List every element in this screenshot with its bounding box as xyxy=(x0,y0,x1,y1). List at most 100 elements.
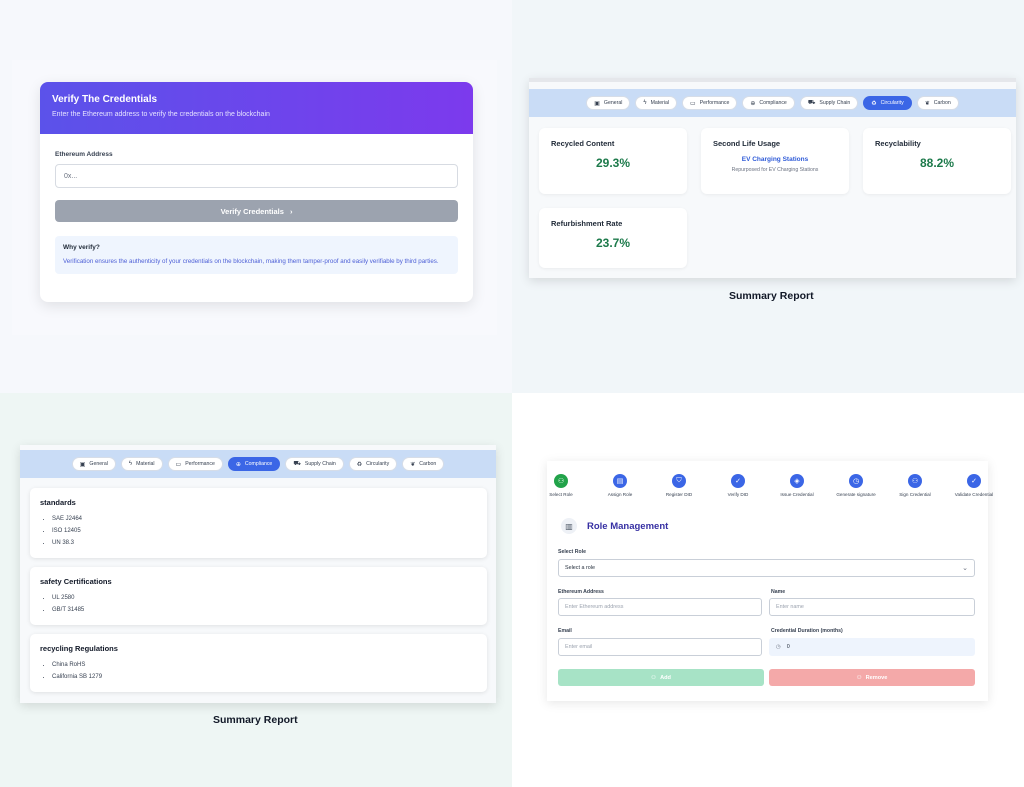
step-label: Generate signature xyxy=(836,492,876,497)
duration-label: Credential Duration (months) xyxy=(771,628,843,634)
compliance-panel: ▣ General ϟ Material ▭ Performance ⊕ Compliance… xyxy=(0,393,512,787)
add-button[interactable]: ⚇ Add xyxy=(558,669,764,686)
tab-circularity[interactable]: ♻ Circularity xyxy=(863,96,912,110)
list-item: China RoHS xyxy=(52,662,477,668)
recyclability-card: Recyclability 88.2% xyxy=(863,128,1011,194)
summary-report-caption: Summary Report xyxy=(729,290,814,302)
tab-bar: ▣ General ϟ Material ▭ Performance ⊕ Compliance… xyxy=(529,89,1016,117)
second-life-card: Second Life Usage EV Charging Stations R… xyxy=(701,128,849,194)
second-life-note: Repurposed for EV Charging Stations xyxy=(731,167,819,173)
clipboard-icon: ▣ xyxy=(79,461,86,468)
section-title: safety Certifications xyxy=(40,577,112,586)
verify-button-label: Verify Credentials xyxy=(220,206,284,216)
recyclability-value: 88.2% xyxy=(919,156,955,170)
shield-icon: ⛉ xyxy=(672,474,686,488)
recycle-icon: ♻ xyxy=(356,461,363,468)
user-plus-icon: ⚇ xyxy=(651,674,657,681)
eth-address-input[interactable]: Enter Ethereum address xyxy=(558,598,762,616)
step-label: Issue Credential xyxy=(780,492,814,497)
verify-title: Verify The Credentials xyxy=(52,94,158,105)
step-generate-signature[interactable]: ◷ Generate signature xyxy=(831,474,881,497)
step-issue-credential[interactable]: ◈ Issue Credential xyxy=(772,474,822,497)
duration-input[interactable]: ◷ 0 xyxy=(769,638,975,656)
chevron-down-icon: ⌄ xyxy=(962,565,968,572)
tab-material[interactable]: ϟ Material xyxy=(635,96,678,110)
tab-carbon[interactable]: ❦ Carbon xyxy=(916,96,959,110)
battery-icon: ▭ xyxy=(690,100,696,107)
tab-label: General xyxy=(89,461,108,467)
recycled-content-title: Recycled Content xyxy=(551,139,615,148)
step-label: Sign Credential xyxy=(899,492,931,497)
tab-supply-chain[interactable]: ⛟ Supply Chain xyxy=(285,457,344,471)
tab-performance[interactable]: ▭ Performance xyxy=(682,96,738,110)
building-icon: ▥ xyxy=(561,518,577,534)
globe-icon: ⊕ xyxy=(235,461,241,468)
tab-label: Material xyxy=(136,461,155,467)
eth-address-label: Ethereum Address xyxy=(55,151,113,158)
tab-label: Material xyxy=(650,100,670,106)
chevron-right-icon: › xyxy=(289,206,293,216)
step-verify-did[interactable]: ✓ Verify DID xyxy=(713,474,763,497)
tab-general[interactable]: ▣ General xyxy=(71,457,116,471)
step-label: Assign Role xyxy=(607,492,633,497)
tab-compliance[interactable]: ⊕ Compliance xyxy=(742,96,795,110)
tab-label: General xyxy=(603,100,623,106)
remove-button[interactable]: ⚇ Remove xyxy=(769,669,975,686)
tab-label: Compliance xyxy=(759,100,787,106)
tab-material[interactable]: ϟ Material xyxy=(120,457,163,471)
section-title: standards xyxy=(40,498,76,507)
truck-icon: ⛟ xyxy=(293,461,301,467)
tab-supply-chain[interactable]: ⛟ Supply Chain xyxy=(799,96,859,110)
tab-compliance[interactable]: ⊕ Compliance xyxy=(227,457,281,471)
step-assign-role[interactable]: ▤ Assign Role xyxy=(595,474,645,497)
role-card: ⚇ Select Role ▤ Assign Role ⛉ Register DID ✓ Ve… xyxy=(547,461,993,701)
check-icon: ✓ xyxy=(967,474,981,488)
step-label: Register DID xyxy=(665,492,693,497)
tab-general[interactable]: ▣ General xyxy=(586,96,631,110)
truck-icon: ⛟ xyxy=(807,100,816,106)
recycled-content-card: Recycled Content 29.3% xyxy=(539,128,687,194)
tab-label: Carbon xyxy=(419,461,437,467)
eth-address-input[interactable]: 0x... xyxy=(55,164,458,188)
select-role-value: Select a role xyxy=(565,565,595,571)
summary-report-caption: Summary Report xyxy=(213,714,298,726)
id-card-icon: ▤ xyxy=(613,474,627,488)
user-plus-icon: ⚇ xyxy=(908,474,922,488)
step-label: Select Role xyxy=(549,492,573,497)
recyclability-title: Recyclability xyxy=(875,139,921,148)
tab-label: Supply Chain xyxy=(304,461,336,467)
name-input[interactable]: Enter name xyxy=(769,598,975,616)
email-label: Email xyxy=(558,628,572,634)
tab-carbon[interactable]: ❦ Carbon xyxy=(402,457,445,471)
step-select-role[interactable]: ⚇ Select Role xyxy=(536,474,586,497)
step-register-did[interactable]: ⛉ Register DID xyxy=(654,474,704,497)
role-management-title: Role Management xyxy=(587,520,669,532)
why-verify-box: Why verify? Verification ensures the aut… xyxy=(55,236,458,275)
step-sign-credential[interactable]: ⚇ Sign Credential xyxy=(890,474,940,497)
eth-address-label: Ethereum Address xyxy=(558,589,604,595)
name-label: Name xyxy=(771,589,786,595)
step-validate-credential[interactable]: ✓ Validate Credential xyxy=(949,474,999,497)
verify-credentials-button[interactable]: Verify Credentials › xyxy=(55,200,458,222)
tab-circularity[interactable]: ♻ Circularity xyxy=(348,457,398,471)
battery-icon: ▭ xyxy=(175,461,182,468)
select-role-label: Select Role xyxy=(558,549,586,555)
section-title: recycling Regulations xyxy=(40,644,118,653)
stepper: ⚇ Select Role ▤ Assign Role ⛉ Register DID ✓ Ve… xyxy=(547,474,993,504)
why-verify-title: Why verify? xyxy=(63,244,100,251)
email-input[interactable]: Enter email xyxy=(558,638,762,656)
add-button-label: Add xyxy=(660,674,671,681)
section-list: UL 2580 GB/T 31485 xyxy=(40,595,477,613)
tab-performance[interactable]: ▭ Performance xyxy=(167,457,223,471)
bolt-icon: ϟ xyxy=(128,461,133,467)
bolt-icon: ϟ xyxy=(643,100,647,106)
tab-label: Performance xyxy=(699,100,730,106)
compliance-section: standards SAE J2464 ISO 12405 UN 38.3 xyxy=(30,488,487,558)
leaf-icon: ❦ xyxy=(410,461,416,468)
tab-label: Performance xyxy=(185,461,215,467)
duration-value: 0 xyxy=(786,644,790,650)
globe-icon: ⊕ xyxy=(750,100,756,107)
verify-header: Verify The Credentials Enter the Ethereu… xyxy=(40,82,473,134)
select-role-dropdown[interactable]: Select a role ⌄ xyxy=(558,559,975,577)
clock-icon: ◷ xyxy=(776,644,781,650)
